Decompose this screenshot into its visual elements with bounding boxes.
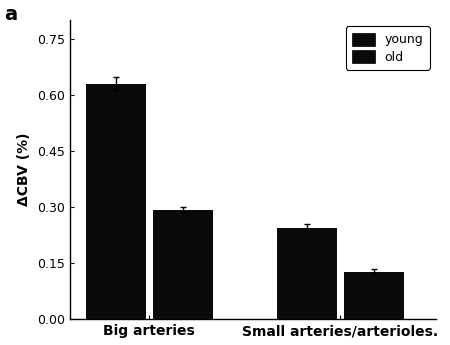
Legend: young, old: young, old bbox=[346, 27, 430, 70]
Bar bbox=[344, 272, 404, 319]
Text: a: a bbox=[4, 5, 17, 24]
Bar bbox=[86, 84, 146, 319]
Bar bbox=[153, 210, 213, 319]
Y-axis label: ΔCBV (%): ΔCBV (%) bbox=[17, 133, 32, 206]
Bar bbox=[277, 228, 337, 319]
